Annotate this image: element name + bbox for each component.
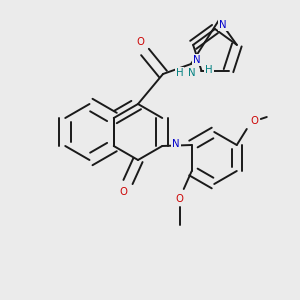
Text: O: O <box>119 187 127 197</box>
Text: H: H <box>176 68 183 78</box>
Text: O: O <box>251 116 259 126</box>
Text: N: N <box>193 55 201 65</box>
Text: O: O <box>176 194 184 204</box>
Text: H: H <box>205 65 213 75</box>
Text: O: O <box>136 37 144 47</box>
Text: N: N <box>219 20 227 30</box>
Text: N: N <box>188 68 195 78</box>
Text: N: N <box>172 139 180 149</box>
